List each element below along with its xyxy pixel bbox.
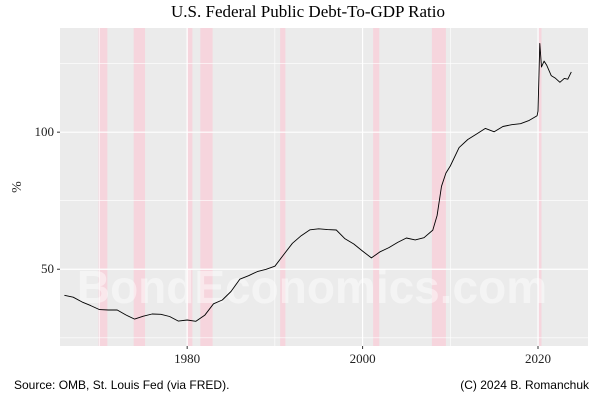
recession-band: [538, 28, 542, 346]
recession-bands: [98, 28, 542, 346]
grid-lines: [60, 28, 588, 346]
copyright-note: (C) 2024 B. Romanchuk: [460, 378, 590, 392]
recession-band: [98, 28, 108, 346]
recession-band: [280, 28, 286, 346]
y-tick-label: 100: [35, 124, 55, 139]
recession-band: [200, 28, 213, 346]
source-note: Source: OMB, St. Louis Fed (via FRED).: [14, 378, 229, 392]
x-tick-label: 2020: [525, 351, 551, 366]
watermark: BondEconomics.com: [77, 261, 547, 313]
chart-title: U.S. Federal Public Debt-To-GDP Ratio: [171, 2, 445, 21]
recession-band: [431, 28, 446, 346]
recession-band: [187, 28, 193, 346]
x-tick-label: 1980: [174, 351, 200, 366]
x-tick-label: 2000: [350, 351, 376, 366]
series-line-0: [64, 42, 572, 322]
y-axis-label: %: [10, 181, 25, 193]
axis-ticks: 1980 2000 2020 50 100: [35, 124, 552, 366]
plot-panel: [60, 28, 588, 346]
data-series: [64, 42, 572, 322]
recession-band: [373, 28, 380, 346]
recession-band: [133, 28, 146, 346]
y-tick-label: 50: [41, 261, 54, 276]
